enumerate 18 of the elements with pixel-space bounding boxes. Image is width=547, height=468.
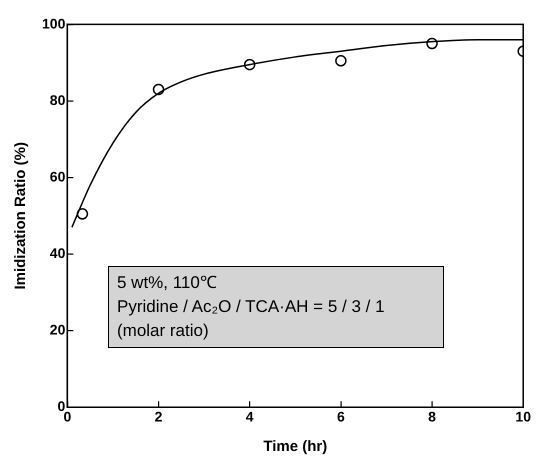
x-tick-label: 4: [246, 408, 254, 424]
y-axis-title: Imidization Ratio (%): [12, 142, 30, 290]
point: [335, 55, 347, 67]
annotation: (molar ratio): [117, 320, 210, 342]
x-tick-label: 10: [515, 408, 532, 424]
annotation: Pyridine / Ac₂O / TCA·AH = 5 / 3 / 1: [117, 296, 386, 318]
x-tick-label: 2: [154, 408, 163, 424]
y-tick-label: 20: [50, 322, 66, 338]
point: [76, 208, 88, 220]
annotation: 5 wt%, 110℃: [117, 272, 218, 294]
y-tick-label: 60: [50, 168, 66, 184]
note-box: 5 wt%, 110℃ Pyridine / Ac₂O / TCA·AH = 5 / 3 / 1 (molar ratio): [108, 266, 444, 348]
y-tick-label: 100: [42, 15, 66, 32]
x-axis-title: Time (hr): [263, 438, 328, 456]
y-tick-label: 40: [50, 244, 66, 261]
x-tick-label: 6: [336, 408, 345, 424]
x-tick-label: 8: [428, 408, 436, 424]
y-tick-label: 80: [50, 92, 66, 108]
